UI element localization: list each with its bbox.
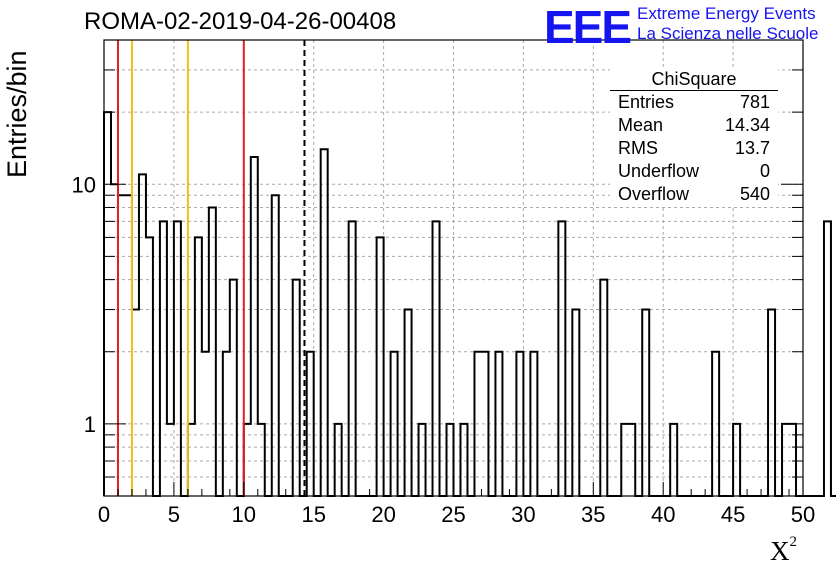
x-tick-label: 30 [511, 502, 535, 527]
stats-box-title: ChiSquare [610, 68, 778, 91]
stats-box: ChiSquare Entries 781 Mean 14.34 RMS 13.7 U… [610, 68, 778, 206]
x-tick-label: 40 [651, 502, 675, 527]
stats-value: 14.34 [724, 115, 770, 135]
x-tick-label: 45 [721, 502, 745, 527]
x-axis-label-base: X [770, 536, 790, 566]
logo-line-1: Extreme Energy Events [637, 4, 816, 23]
stats-label: Overflow [618, 184, 690, 204]
stats-label: Entries [618, 92, 675, 112]
histogram-series [103, 111, 836, 497]
stats-row-rms: RMS 13.7 [610, 137, 778, 160]
stats-value: 13.7 [734, 138, 770, 158]
x-tick-label: 10 [232, 502, 256, 527]
logo-line-2: La Scienza nelle Scuole [637, 24, 819, 43]
stats-row-mean: Mean 14.34 [610, 114, 778, 137]
eee-logo: EEE [544, 1, 632, 53]
y-tick-label: 1 [84, 412, 96, 437]
x-axis-label: X2 [770, 534, 798, 567]
stats-label: Underflow [618, 161, 700, 181]
x-tick-label: 25 [441, 502, 465, 527]
x-tick-label: 20 [371, 502, 395, 527]
chart-title: ROMA-02-2019-04-26-00408 [84, 8, 397, 35]
x-tick-label: 5 [168, 502, 180, 527]
x-tick-label: 15 [301, 502, 325, 527]
y-axis-label: Entries/bin [2, 50, 32, 178]
x-tick-label: 35 [581, 502, 605, 527]
x-tick-label: 0 [98, 502, 110, 527]
x-axis-label-exponent: 2 [789, 534, 798, 550]
stats-label: RMS [618, 138, 658, 158]
stats-row-entries: Entries 781 [610, 91, 778, 114]
stats-value: 0 [759, 161, 770, 181]
stats-row-overflow: Overflow 540 [610, 183, 778, 206]
stats-row-underflow: Underflow 0 [610, 160, 778, 183]
stats-value: 781 [739, 92, 770, 112]
stats-value: 540 [739, 184, 770, 204]
x-tick-label: 50 [791, 502, 815, 527]
stats-label: Mean [618, 115, 664, 135]
y-tick-label: 10 [72, 172, 96, 197]
